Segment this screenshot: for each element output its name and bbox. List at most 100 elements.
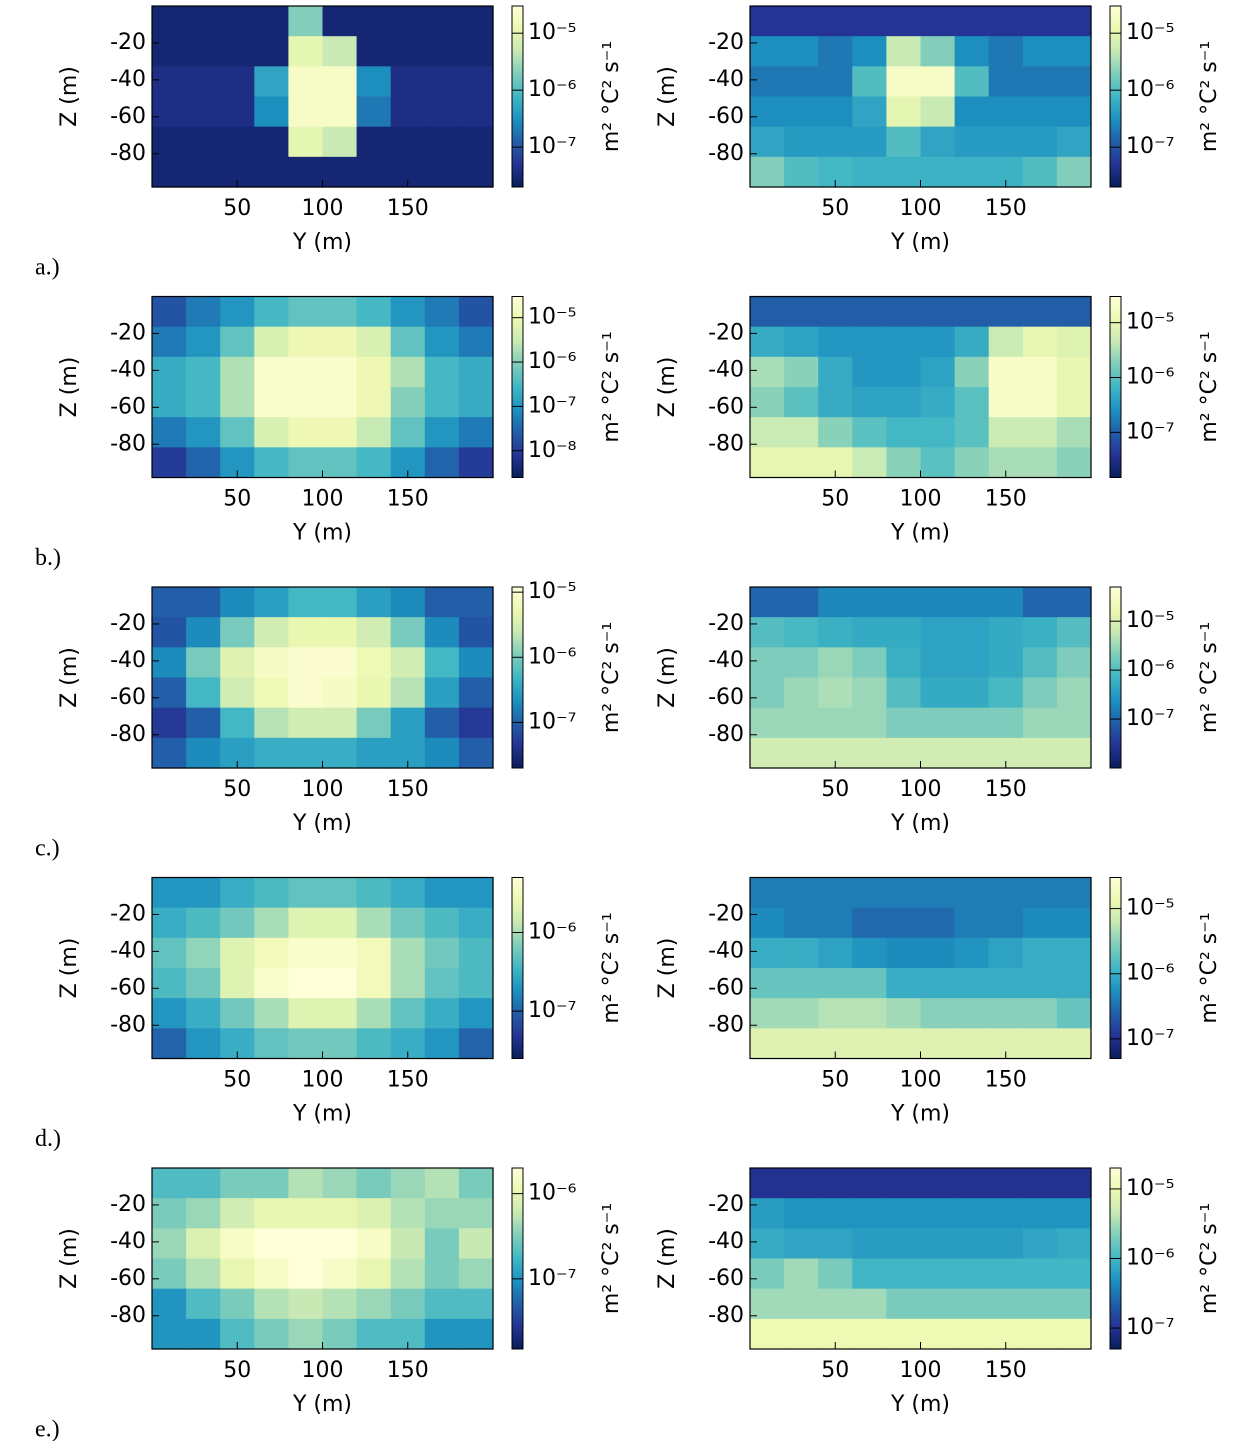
heatmap-cell (390, 1168, 426, 1199)
heatmap-cell (390, 96, 426, 128)
heatmap-cell (186, 737, 221, 769)
heatmap-cell (186, 998, 221, 1029)
heatmap-cell (784, 1288, 819, 1320)
heatmap-cell (356, 1198, 392, 1229)
y-tick-label: -40 (110, 67, 146, 92)
heatmap-cell (954, 126, 990, 158)
x-tick-label: 50 (821, 1358, 849, 1383)
colorbar (511, 5, 524, 188)
heatmap-cell (784, 1258, 819, 1290)
heatmap-cell (254, 1198, 289, 1229)
heatmap-cell (254, 647, 289, 679)
heatmap-cell (424, 998, 460, 1029)
heatmap-cell (254, 617, 289, 648)
heatmap-cell (784, 1198, 819, 1229)
heatmap-cell (152, 156, 187, 188)
heatmap-cell (1022, 1028, 1058, 1060)
heatmap-cell (254, 1168, 289, 1199)
heatmap-cell (424, 6, 460, 37)
heatmap-cell (1056, 387, 1092, 418)
heatmap-cell (750, 968, 785, 999)
heatmap-cell (954, 1198, 990, 1229)
heatmap-cell (424, 737, 460, 769)
heatmap-cell (750, 937, 785, 969)
heatmap-cell (750, 877, 785, 909)
heatmap-cell (458, 96, 494, 128)
colorbar-tick-label: 10⁻⁷ (528, 134, 576, 159)
heatmap-cell (920, 66, 956, 98)
heatmap-cell (954, 96, 990, 128)
x-tick-label: 150 (387, 196, 429, 221)
heatmap-cell (1056, 647, 1092, 679)
heatmap-cell (886, 937, 922, 969)
y-tick-label: -60 (708, 975, 744, 1000)
heatmap-cell (186, 1258, 221, 1290)
heatmap-cell (818, 417, 853, 448)
colorbar (511, 877, 524, 1059)
heatmap-cell (750, 707, 785, 739)
heatmap-cell (288, 1258, 324, 1290)
heatmap-cell (750, 36, 785, 67)
heatmap-cell (988, 677, 1024, 709)
heatmap-cell (1056, 587, 1092, 618)
heatmap-cell (390, 1258, 426, 1290)
colorbar-tick-label: 10⁻⁷ (1126, 706, 1174, 731)
y-tick-label: -60 (110, 685, 146, 710)
y-tick-label: -20 (110, 30, 146, 55)
x-tick-label: 50 (223, 777, 251, 802)
heatmap-cell (920, 968, 956, 999)
heatmap-cell (818, 66, 853, 98)
heatmap-cell (220, 296, 255, 328)
x-tick-label: 150 (985, 487, 1027, 512)
heatmap-cell (1056, 677, 1092, 709)
heatmap-cell (356, 96, 392, 128)
heatmap-cell (424, 417, 460, 448)
heatmap-cell (1022, 1258, 1058, 1290)
heatmap-cell (288, 587, 324, 618)
heatmap-cell (920, 617, 956, 648)
heatmap-cell (886, 156, 922, 188)
heatmap-cell (254, 356, 289, 388)
colorbar-label: m² °C² s⁻¹ (599, 622, 624, 733)
heatmap-cell (1022, 707, 1058, 739)
x-tick-label: 100 (900, 196, 942, 221)
heatmap-cell (818, 6, 853, 37)
y-tick-label: -60 (110, 394, 146, 419)
y-tick-label: -40 (708, 357, 744, 382)
heatmap-cell (254, 707, 289, 739)
x-tick-label: 150 (387, 777, 429, 802)
heatmap-cell (1056, 356, 1092, 388)
heatmap-cell (1022, 417, 1058, 448)
heatmap-cell (152, 968, 187, 999)
panel-label: d.) (35, 1126, 61, 1152)
heatmap-cell (458, 877, 494, 909)
heatmap-cell (220, 96, 255, 128)
y-tick-label: -40 (708, 67, 744, 92)
heatmap-cell (186, 6, 221, 37)
y-tick-label: -40 (110, 357, 146, 382)
heatmap-cell (750, 156, 785, 188)
heatmap-cell (1056, 617, 1092, 648)
heatmap-cell (954, 707, 990, 739)
heatmap-cell (322, 296, 358, 328)
heatmap-cell (988, 587, 1024, 618)
heatmap-cell (288, 877, 324, 909)
heatmap-cell (220, 1168, 255, 1199)
heatmap-cell (852, 447, 887, 479)
heatmap-cell (186, 1028, 221, 1060)
heatmap-cell (920, 1288, 956, 1320)
y-tick-label: -80 (110, 141, 146, 166)
heatmap-cell (322, 36, 358, 67)
heatmap-cell (288, 968, 324, 999)
colorbar-tick-label: 10⁻⁶ (528, 349, 577, 374)
heatmap-cell (784, 998, 819, 1029)
heatmap-cell (220, 1288, 255, 1320)
heatmap-cell (322, 1288, 358, 1320)
heatmap-cell (818, 877, 853, 909)
heatmap-cell (988, 968, 1024, 999)
heatmap-cell (356, 877, 392, 909)
heatmap-cell (784, 617, 819, 648)
heatmap-cell (1022, 877, 1058, 909)
heatmap-cell (818, 647, 853, 679)
colorbar-label: m² °C² s⁻¹ (1197, 912, 1222, 1023)
